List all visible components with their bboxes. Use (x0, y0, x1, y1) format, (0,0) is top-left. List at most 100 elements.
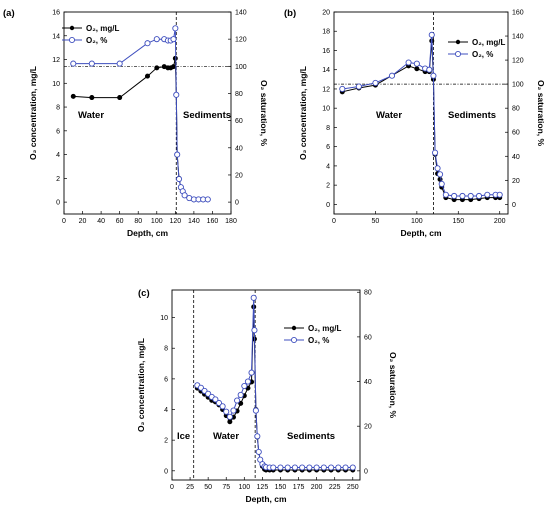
data-point-saturation (250, 294, 257, 301)
data-point-saturation (88, 60, 95, 67)
data-point-saturation (430, 72, 437, 79)
y-left-tick-label: 6 (56, 128, 60, 135)
data-point-saturation (248, 369, 255, 376)
data-point-mg-per-l (170, 64, 176, 70)
data-point-saturation (432, 149, 439, 156)
zone-label-water: Water (376, 110, 402, 121)
legend-marker-filled (455, 39, 461, 45)
y-right-tick-label: 160 (512, 10, 524, 17)
x-tick-label: 200 (311, 484, 323, 491)
y-right-tick-label: 100 (512, 82, 524, 89)
x-tick-label: 80 (134, 218, 142, 225)
x-tick-label: 0 (62, 218, 66, 225)
y-left-tick-label: 20 (322, 10, 330, 17)
data-point-saturation (241, 382, 248, 390)
legend-label: O₂, % (86, 36, 107, 45)
x-axis-label: Depth, cm (400, 228, 442, 238)
data-point-mg-per-l (145, 73, 151, 79)
y-right-tick-label: 120 (235, 37, 247, 44)
series-line-mg-per-l (342, 40, 500, 201)
x-tick-label: 50 (204, 484, 212, 491)
y-left-tick-label: 10 (52, 81, 60, 88)
data-point-saturation (413, 60, 420, 67)
y-left-tick-label: 18 (322, 29, 330, 36)
x-tick-label: 0 (170, 484, 174, 491)
legend-label: O₂, mg/L (472, 38, 505, 47)
y-right-tick-label: 140 (512, 34, 524, 41)
x-tick-label: 75 (222, 484, 230, 491)
y-right-tick-label: 100 (235, 64, 247, 71)
x-tick-label: 225 (329, 484, 341, 491)
y-left-tick-label: 0 (56, 200, 60, 207)
data-point-saturation (388, 72, 396, 79)
y-right-tick-label: 80 (364, 290, 372, 297)
y-right-axis-label: O₂ saturation, % (259, 80, 269, 147)
y-left-tick-label: 10 (322, 106, 330, 113)
y-left-axis-label: O₂ concentration, mg/L (298, 66, 308, 160)
data-point-saturation (172, 25, 179, 32)
data-point-saturation (175, 175, 183, 183)
data-point-saturation (335, 464, 342, 471)
y-left-tick-label: 12 (52, 57, 60, 64)
y-left-tick-label: 6 (164, 376, 168, 383)
data-point-saturation (467, 192, 474, 200)
x-axis-label: Depth, cm (127, 228, 169, 238)
zone-label-sediments: Sediments (183, 110, 231, 121)
legend-label: O₂, % (308, 336, 329, 345)
data-point-saturation (277, 464, 284, 471)
data-point-saturation (230, 407, 237, 414)
y-left-tick-label: 8 (56, 105, 60, 112)
data-point-saturation (434, 165, 441, 172)
y-right-tick-label: 40 (235, 145, 243, 152)
plot-frame (171, 289, 361, 481)
data-point-saturation (170, 36, 177, 43)
data-point-saturation (313, 464, 320, 471)
legend-marker-filled (291, 325, 297, 331)
data-point-mg-per-l (89, 95, 95, 101)
data-point-saturation (153, 36, 160, 43)
panel-b: 0 50 100 150 2000246810121416182002040608010… (284, 8, 546, 238)
legend-marker-open (68, 36, 76, 44)
y-left-tick-label: 2 (56, 176, 60, 183)
zone-label-ice: Ice (177, 431, 190, 442)
y-right-tick-label: 140 (235, 10, 247, 17)
x-tick-label: 50 (372, 218, 380, 225)
series-line-saturation (342, 34, 500, 197)
y-left-tick-label: 16 (322, 48, 330, 55)
x-tick-label: 40 (97, 218, 105, 225)
data-point-saturation (255, 448, 262, 455)
y-right-tick-label: 20 (364, 424, 372, 431)
y-right-tick-label: 40 (364, 379, 372, 386)
data-point-saturation (174, 151, 181, 158)
y-left-tick-label: 10 (160, 315, 168, 322)
data-point-saturation (219, 403, 226, 410)
legend-label: O₂, % (472, 50, 493, 59)
legend: O₂, mg/L O₂, % (62, 24, 119, 45)
data-point-saturation (254, 433, 261, 440)
y-left-tick-label: 2 (326, 183, 330, 190)
data-point-mg-per-l (414, 66, 420, 72)
panel-a: 0 20 40 60 80 100 120 140 160 1800246810121416020… (3, 8, 269, 238)
data-point-saturation (212, 396, 219, 403)
data-point-saturation (181, 192, 188, 199)
y-right-tick-label: 120 (512, 58, 524, 65)
x-tick-label: 60 (116, 218, 124, 225)
data-point-saturation (459, 192, 466, 200)
y-left-tick-label: 8 (164, 346, 168, 353)
plot-frame (333, 11, 509, 215)
y-left-tick-label: 4 (326, 163, 330, 170)
data-point-saturation (372, 79, 379, 86)
y-left-axis-label: O₂ concentration, mg/L (28, 66, 38, 160)
data-point-saturation (320, 464, 327, 471)
data-point-mg-per-l (227, 419, 233, 425)
data-point-saturation (251, 327, 258, 334)
x-tick-label: 140 (188, 218, 200, 225)
data-point-mg-per-l (70, 93, 76, 99)
data-point-saturation (70, 60, 77, 67)
y-right-tick-label: 60 (364, 334, 372, 341)
y-left-tick-label: 4 (164, 407, 168, 414)
x-tick-label: 180 (225, 218, 237, 225)
x-tick-label: 125 (257, 484, 269, 491)
data-point-saturation (339, 85, 346, 93)
legend-marker-open (290, 336, 298, 344)
